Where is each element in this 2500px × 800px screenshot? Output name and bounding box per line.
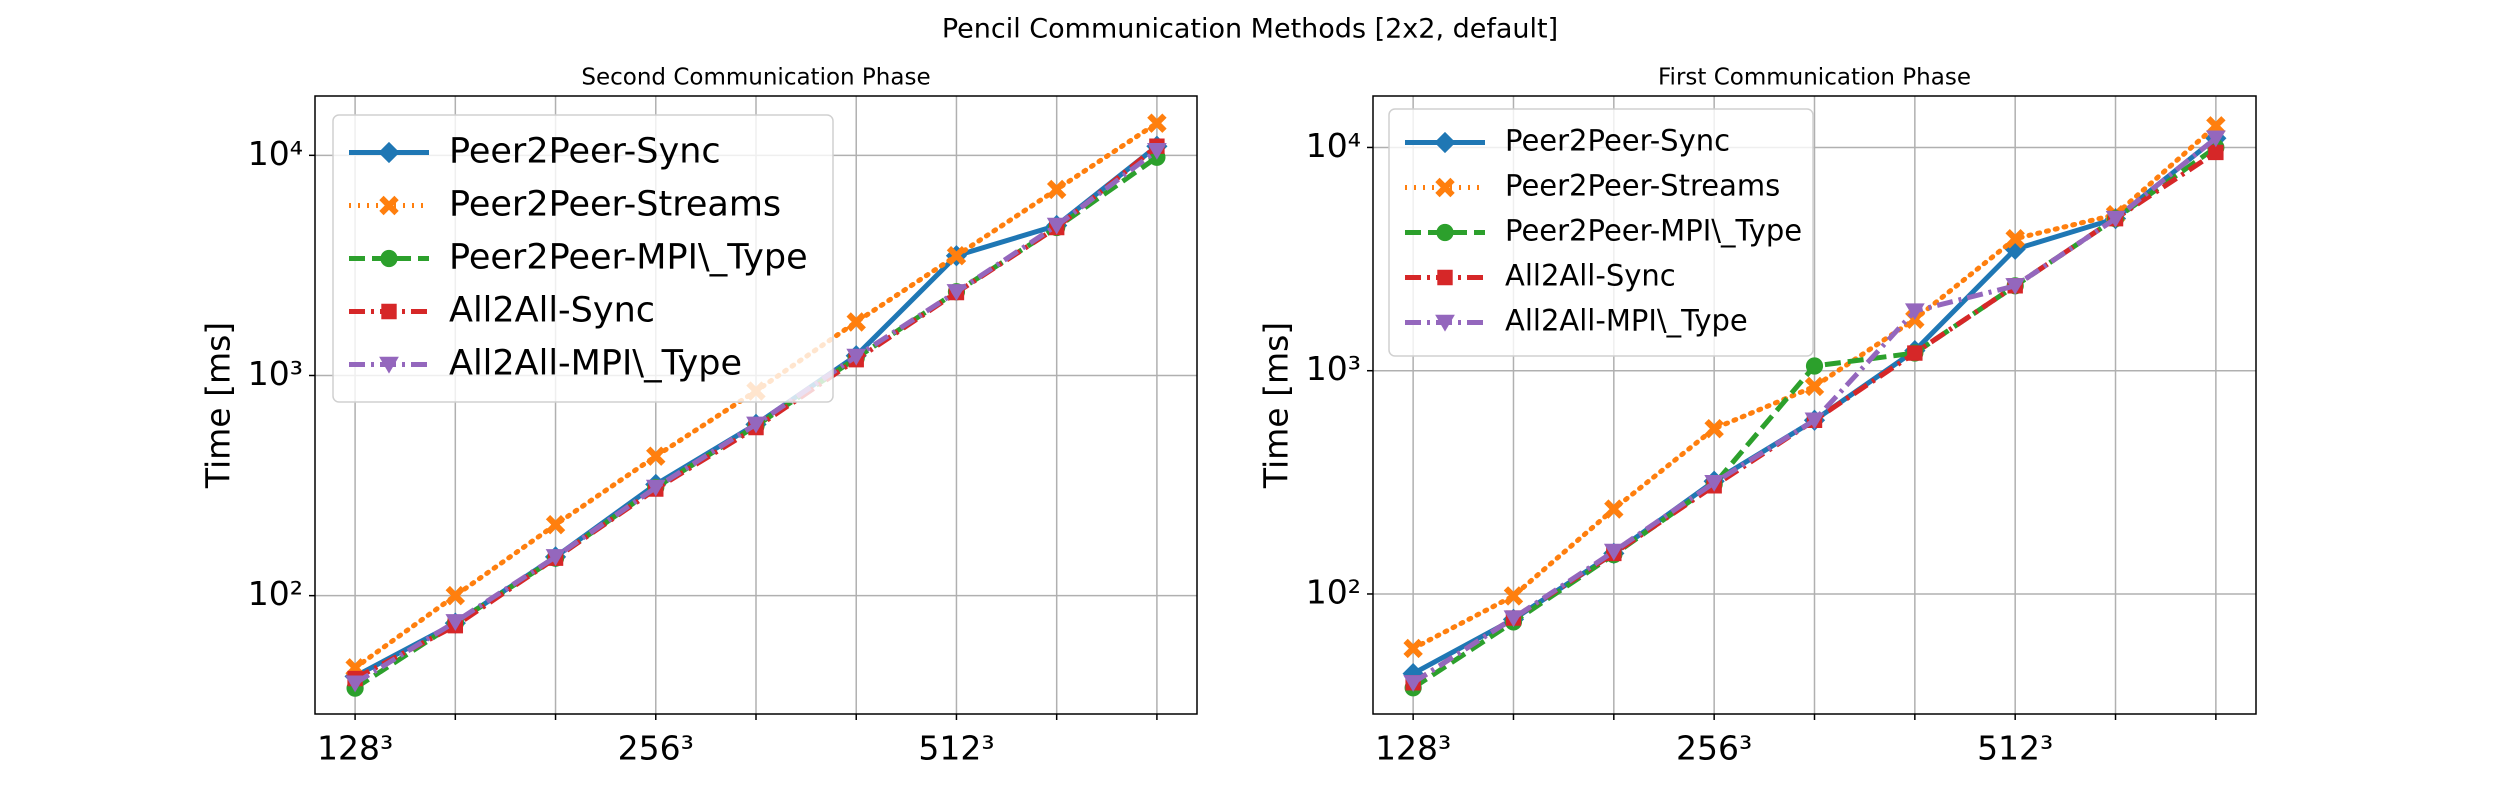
legend-label: Peer2Peer-Streams [449,185,781,225]
data-point [2208,144,2224,161]
data-point [1046,217,1067,235]
data-point [746,416,766,434]
data-point [445,614,466,631]
legend-marker [379,195,399,216]
legend-label: Peer2Peer-Sync [1505,124,1730,158]
axes-frame [314,95,1198,715]
data-point [1904,303,1925,321]
data-point [1704,475,1725,492]
legend-marker [1435,177,1455,198]
y-tick-label: 10³ [248,354,303,393]
series-line [1410,123,2219,651]
data-point [1603,543,1624,561]
x-tick-label: 128³ [1375,729,1451,768]
data-point [946,246,967,266]
data-point [1147,113,1167,133]
data-point [1147,142,1167,160]
data-point [846,312,866,332]
data-point [1804,376,1825,397]
legend-label: Peer2Peer-Streams [1505,169,1780,203]
legend-marker [1435,314,1455,332]
data-point [445,585,466,606]
data-point [545,549,566,566]
data-point [2105,210,2126,228]
data-point [1046,179,1067,200]
legend-marker [380,249,398,268]
legend-label: Peer2Peer-MPI\_Type [449,238,808,278]
x-tick-label: 128³ [317,729,393,768]
axes-title: First Communication Phase [1658,65,1971,91]
y-tick-label: 10⁴ [248,134,303,173]
data-point [1503,586,1524,606]
x-tick-label: 512³ [918,729,994,768]
data-point [1604,499,1624,519]
legend-box [332,114,834,403]
legend-label: All2All-Sync [1505,259,1676,293]
legend-marker [1437,269,1453,286]
data-point [1907,345,1923,361]
data-point [1403,638,1423,659]
x-tick-label: 256³ [1676,729,1752,768]
legend-label: All2All-Sync [449,291,655,331]
data-point [2005,229,2025,249]
data-point [2205,130,2226,148]
legend-label: Peer2Peer-Sync [449,132,721,172]
data-point [846,348,867,366]
data-point [2005,278,2026,295]
legend-box [1388,108,1814,357]
data-point [946,284,967,301]
legend-marker [1436,223,1454,242]
y-tick-label: 10² [248,574,303,613]
x-tick-label: 256³ [618,729,694,768]
y-tick-label: 10⁴ [1306,126,1361,165]
data-point [1403,675,1424,692]
data-point [1704,418,1724,439]
data-point [645,479,666,497]
axes-frame [1372,95,2257,715]
legend-label: All2All-MPI\_Type [1505,304,1748,338]
data-point [1805,357,1824,375]
figure-title: Pencil Communication Methods [2x2, defau… [942,14,1558,45]
legend-marker [381,303,397,320]
data-point [1503,610,1524,628]
y-axis-label: Time [ms] [199,322,238,489]
data-point [1804,412,1825,430]
legend-marker [1434,131,1456,154]
y-tick-label: 10² [1306,572,1361,611]
legend-label: Peer2Peer-MPI\_Type [1505,214,1802,248]
y-axis-label: Time [ms] [1257,322,1296,489]
y-tick-label: 10³ [1306,349,1361,388]
axes-title: Second Communication Phase [581,65,930,91]
data-point [646,446,666,466]
x-tick-label: 512³ [1977,729,2053,768]
legend-marker [379,356,399,374]
data-point [545,514,566,535]
legend-label: All2All-MPI\_Type [449,344,742,384]
data-point [345,675,365,693]
legend-marker [378,141,400,164]
